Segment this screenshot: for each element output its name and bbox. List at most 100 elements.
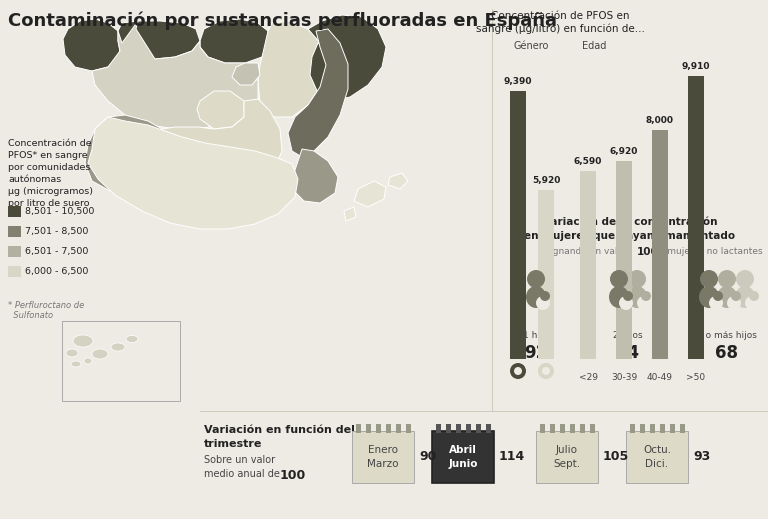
FancyBboxPatch shape	[8, 226, 21, 237]
FancyBboxPatch shape	[446, 424, 451, 433]
Circle shape	[623, 291, 633, 301]
Text: 6,590: 6,590	[574, 157, 602, 166]
Text: 2 hijos: 2 hijos	[613, 331, 643, 340]
Circle shape	[749, 291, 759, 301]
FancyBboxPatch shape	[560, 424, 565, 433]
Text: >50: >50	[687, 373, 706, 382]
Text: 92: 92	[525, 344, 548, 362]
FancyBboxPatch shape	[366, 424, 371, 433]
Ellipse shape	[526, 286, 546, 308]
FancyBboxPatch shape	[538, 190, 554, 359]
Text: 8,000: 8,000	[646, 116, 674, 126]
Text: 105: 105	[603, 450, 629, 463]
Polygon shape	[92, 21, 258, 129]
Text: 68: 68	[716, 344, 739, 362]
Text: Julio: Julio	[556, 445, 578, 455]
Circle shape	[736, 270, 754, 288]
Ellipse shape	[126, 335, 138, 343]
Text: Sobre un valor: Sobre un valor	[204, 455, 275, 465]
Text: 6,000 - 6,500: 6,000 - 6,500	[25, 267, 88, 276]
Text: * Perfluroctano de
  Sulfonato: * Perfluroctano de Sulfonato	[8, 301, 84, 320]
Text: 1 hijo: 1 hijo	[524, 331, 548, 340]
Text: trimestre: trimestre	[204, 439, 263, 449]
Text: sangre (µg/litro) en función de...: sangre (µg/litro) en función de...	[475, 24, 644, 34]
FancyBboxPatch shape	[510, 91, 526, 359]
Text: Dici.: Dici.	[645, 459, 669, 469]
FancyBboxPatch shape	[640, 424, 645, 433]
FancyBboxPatch shape	[630, 424, 635, 433]
Ellipse shape	[699, 286, 719, 308]
Polygon shape	[388, 173, 408, 189]
FancyBboxPatch shape	[670, 424, 675, 433]
Text: 5,920: 5,920	[531, 176, 560, 185]
Text: 93: 93	[693, 450, 710, 463]
Text: 30-39: 30-39	[611, 373, 637, 382]
Text: Concentración de PFOS en: Concentración de PFOS en	[491, 11, 629, 21]
Polygon shape	[354, 181, 386, 207]
FancyBboxPatch shape	[8, 206, 21, 217]
Polygon shape	[258, 21, 326, 117]
Text: por comunidades: por comunidades	[8, 163, 91, 172]
Text: 9,910: 9,910	[682, 62, 710, 71]
Text: 7,501 - 8,500: 7,501 - 8,500	[25, 227, 88, 236]
FancyBboxPatch shape	[616, 161, 632, 359]
Text: 6,920: 6,920	[610, 147, 638, 156]
Text: Sept.: Sept.	[554, 459, 581, 469]
Circle shape	[510, 363, 526, 379]
Polygon shape	[308, 15, 386, 101]
Circle shape	[641, 291, 651, 301]
Ellipse shape	[92, 349, 108, 359]
Polygon shape	[344, 207, 356, 221]
Text: µg (microgramos): µg (microgramos)	[8, 187, 93, 196]
Circle shape	[713, 291, 723, 301]
FancyBboxPatch shape	[660, 424, 665, 433]
FancyBboxPatch shape	[580, 424, 585, 433]
Circle shape	[514, 367, 522, 375]
Circle shape	[538, 363, 554, 379]
Ellipse shape	[609, 286, 629, 308]
Text: <29: <29	[578, 373, 598, 382]
Circle shape	[542, 367, 550, 375]
Ellipse shape	[717, 286, 737, 308]
Ellipse shape	[71, 361, 81, 367]
FancyBboxPatch shape	[570, 424, 575, 433]
FancyBboxPatch shape	[436, 424, 441, 433]
FancyBboxPatch shape	[550, 424, 555, 433]
Polygon shape	[288, 29, 348, 157]
FancyBboxPatch shape	[580, 171, 596, 359]
FancyBboxPatch shape	[406, 424, 411, 433]
Ellipse shape	[66, 349, 78, 357]
FancyBboxPatch shape	[626, 431, 688, 483]
FancyBboxPatch shape	[8, 266, 21, 277]
Text: a mujeres no lactantes: a mujeres no lactantes	[656, 247, 763, 256]
Circle shape	[727, 296, 741, 310]
Text: PFOS* en sangre: PFOS* en sangre	[8, 151, 88, 160]
Text: en mujeres que hayan amamantado: en mujeres que hayan amamantado	[525, 231, 736, 241]
FancyBboxPatch shape	[386, 424, 391, 433]
Ellipse shape	[627, 286, 647, 308]
Ellipse shape	[111, 343, 125, 351]
Text: Octu.: Octu.	[643, 445, 671, 455]
Polygon shape	[155, 99, 282, 203]
FancyBboxPatch shape	[376, 424, 381, 433]
Circle shape	[527, 270, 545, 288]
FancyBboxPatch shape	[456, 424, 461, 433]
FancyBboxPatch shape	[486, 424, 491, 433]
FancyBboxPatch shape	[356, 424, 361, 433]
Circle shape	[610, 270, 628, 288]
Text: Variación en función del: Variación en función del	[204, 425, 355, 435]
Circle shape	[709, 296, 723, 310]
FancyBboxPatch shape	[432, 431, 494, 483]
FancyBboxPatch shape	[650, 424, 655, 433]
Text: autónomas: autónomas	[8, 175, 61, 184]
Circle shape	[536, 296, 550, 310]
FancyBboxPatch shape	[396, 424, 401, 433]
Text: 90: 90	[419, 450, 436, 463]
Text: Contaminación por sustancias perfluoradas en España: Contaminación por sustancias perfluorada…	[8, 12, 557, 31]
Circle shape	[637, 296, 651, 310]
Text: Marzo: Marzo	[367, 459, 399, 469]
Text: 3 o más hijos: 3 o más hijos	[697, 331, 757, 340]
Circle shape	[540, 291, 550, 301]
Text: 114: 114	[499, 450, 525, 463]
Text: Enero: Enero	[368, 445, 398, 455]
